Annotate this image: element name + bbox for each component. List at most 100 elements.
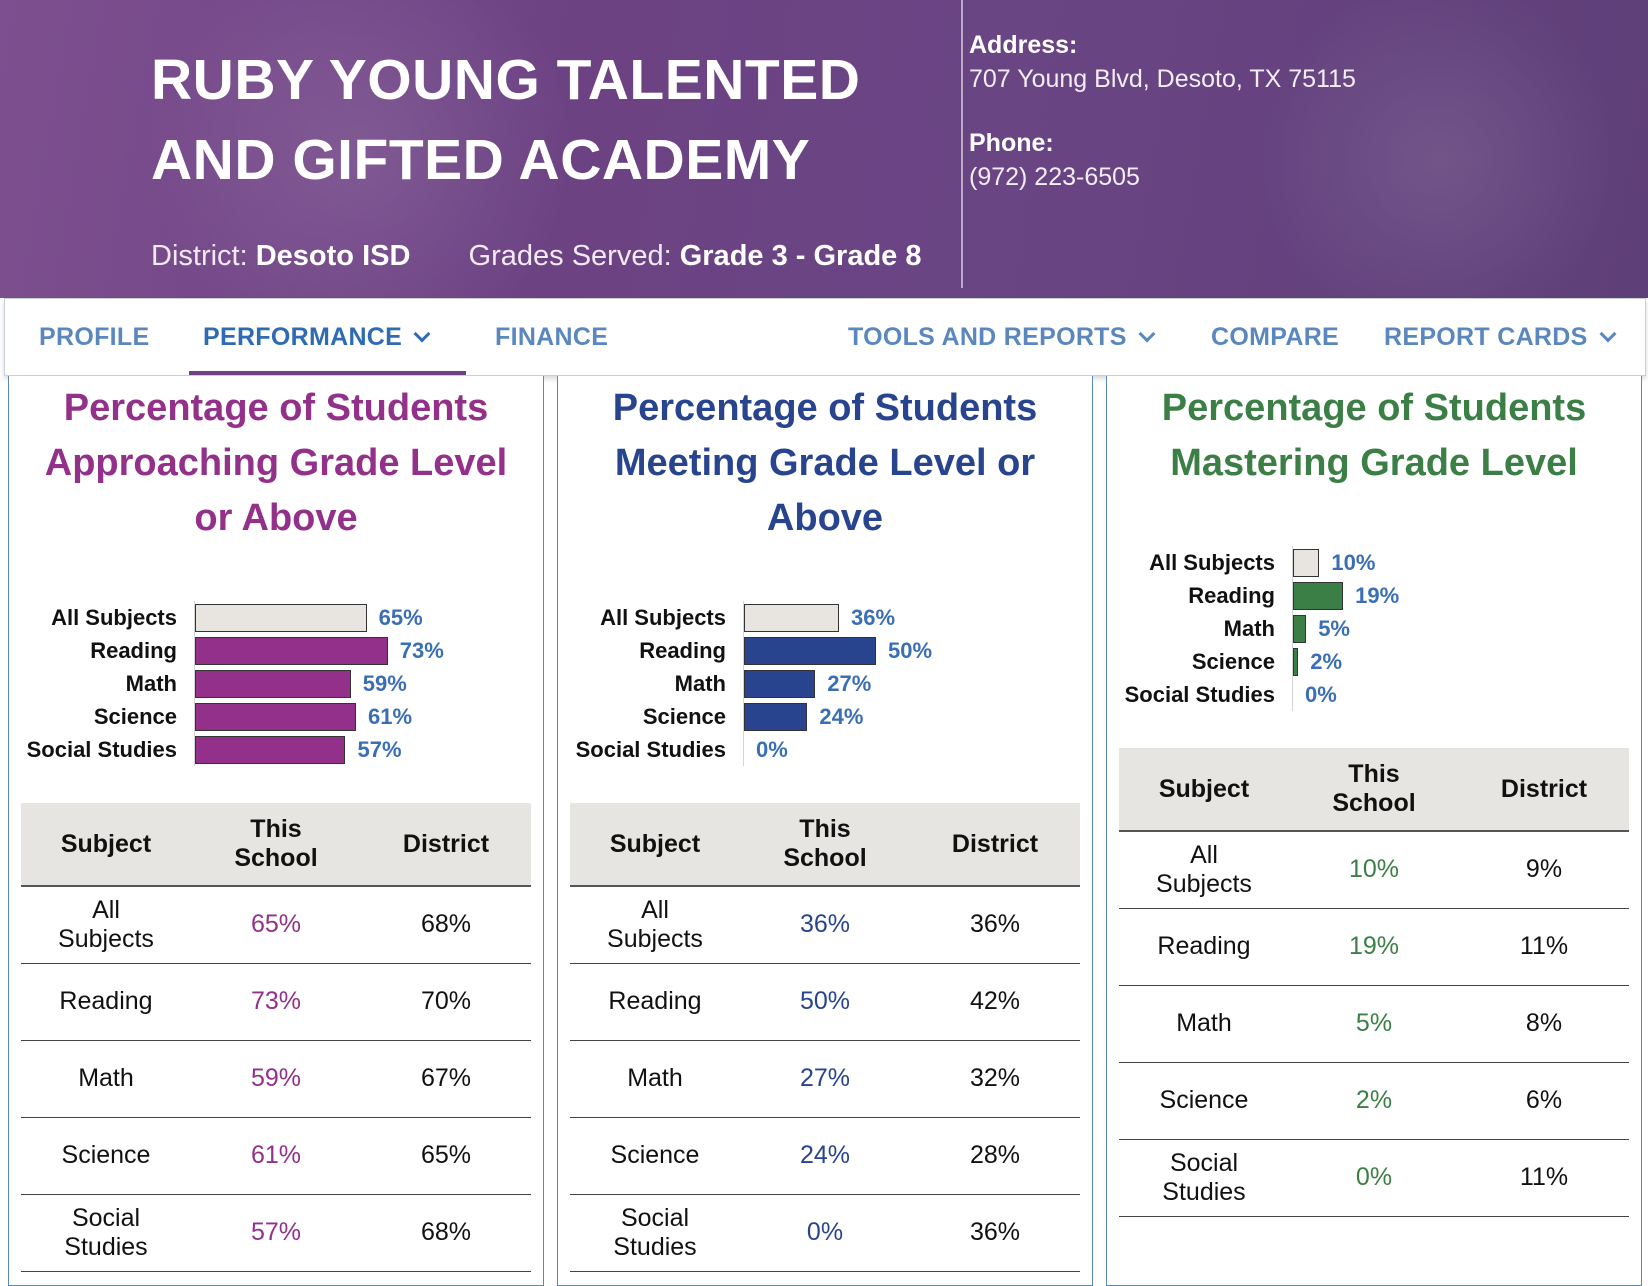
nav-report-cards-label: REPORT CARDS (1384, 323, 1588, 351)
cell-subject-line: Subjects (1156, 869, 1252, 898)
cell-subject-line: Math (1176, 1009, 1232, 1037)
table-row: Math 5% 8% (1119, 986, 1629, 1063)
cell-district: 68% (420, 910, 472, 938)
cell-subject-line: Science (61, 1141, 151, 1169)
panel-mastering: Percentage of Students Mastering Grade Le… (1106, 376, 1642, 1286)
active-tab-indicator (189, 371, 466, 375)
chart-value-label: 50% (888, 638, 933, 663)
header-background-glow (1250, 0, 1630, 298)
chart-value-label: 24% (819, 704, 864, 729)
chart-value-label: 59% (362, 671, 407, 696)
cell-district: 9% (1525, 855, 1563, 883)
cell-subject: Math (1119, 986, 1289, 1061)
panel-title-line: Percentage of Students (1161, 387, 1587, 429)
panel-title: Percentage of Students Mastering Grade Le… (1107, 381, 1641, 491)
nav-tools-and-reports[interactable]: TOOLS AND REPORTS (848, 299, 1156, 375)
column-header-subject: Subject (60, 829, 152, 858)
chart-bar (1293, 648, 1299, 676)
contact-info: Address: 707 Young Blvd, Desoto, TX 7511… (969, 28, 1356, 224)
school-name-line-2: AND GIFTED ACADEMY (151, 128, 811, 192)
chart-category-label: Math (125, 671, 177, 696)
cell-subject: Social Studies (1119, 1140, 1289, 1215)
panel-title: Percentage of Students Approaching Grade … (9, 381, 543, 546)
chart-value-label: 0% (756, 737, 788, 762)
cell-this-school: 59% (250, 1064, 302, 1092)
cell-subject-line: Studies (1162, 1177, 1246, 1206)
nav-tools-and-reports-label: TOOLS AND REPORTS (848, 323, 1127, 351)
panel-title-line: Mastering Grade Level (1170, 442, 1578, 484)
cell-district: 28% (969, 1141, 1021, 1169)
cell-subject: Science (1119, 1063, 1289, 1138)
cell-this-school: 0% (1355, 1163, 1393, 1191)
cell-subject: Science (570, 1118, 740, 1193)
cell-district: 67% (420, 1064, 472, 1092)
main-nav: PROFILE PERFORMANCE FINANCE TOOLS AND RE… (4, 298, 1646, 376)
table-row: Social Studies 57% 68% (21, 1195, 531, 1272)
table-header-row: Subject This School District (1119, 748, 1629, 832)
chart-value-label: 36% (851, 605, 896, 630)
address-label: Address: (969, 31, 1078, 59)
chart-category-label: Math (674, 671, 726, 696)
table-header-row: Subject This School District (570, 803, 1080, 887)
table-row: All Subjects 65% 68% (21, 887, 531, 964)
cell-subject-line: Subjects (607, 924, 703, 953)
cell-this-school: 65% (250, 910, 302, 938)
nav-compare[interactable]: COMPARE (1211, 299, 1339, 375)
chart-value-label: 27% (827, 671, 872, 696)
column-header-this-school: This School (1289, 748, 1459, 830)
cell-this-school: 24% (799, 1141, 851, 1169)
chart-bar (744, 637, 876, 665)
cell-subject-line: Studies (613, 1232, 697, 1261)
chart-bar (1293, 549, 1320, 577)
panel-title-line: Percentage of Students (612, 387, 1038, 429)
chart-category-label: Reading (1188, 583, 1275, 608)
cell-subject-line: Subjects (58, 924, 154, 953)
table-row: All Subjects 10% 9% (1119, 832, 1629, 909)
school-meta: District: Desoto ISD Grades Served: Grad… (151, 240, 922, 273)
cell-subject-line: Reading (608, 987, 702, 1015)
chart-bar (195, 637, 388, 665)
chart-category-label: Science (642, 704, 726, 729)
nav-finance[interactable]: FINANCE (495, 299, 608, 375)
chart-value-label: 65% (378, 605, 423, 630)
cell-this-school: 2% (1355, 1086, 1393, 1114)
nav-profile[interactable]: PROFILE (39, 299, 149, 375)
school-header: RUBY YOUNG TALENTED AND GIFTED ACADEMY D… (0, 0, 1648, 298)
chart-value-label: 10% (1331, 550, 1376, 575)
chart-value-label: 57% (357, 737, 402, 762)
table-row: Math 59% 67% (21, 1041, 531, 1118)
cell-subject: Math (21, 1041, 191, 1116)
chart-category-label: Social Studies (575, 737, 726, 762)
chart-axis (743, 601, 744, 766)
column-header-this-school-line: This (1348, 760, 1400, 788)
cell-subject: Math (570, 1041, 740, 1116)
cell-subject: Social Studies (570, 1195, 740, 1270)
table-row: Social Studies 0% 36% (570, 1195, 1080, 1272)
table-header-row: Subject This School District (21, 803, 531, 887)
nav-compare-label: COMPARE (1211, 323, 1340, 351)
cell-district: 70% (420, 987, 472, 1015)
column-header-district: District (951, 829, 1039, 858)
table-row: Science 2% 6% (1119, 1063, 1629, 1140)
chart-bar (195, 670, 351, 698)
cell-district: 32% (969, 1064, 1021, 1092)
panel-approaching: Percentage of Students Approaching Grade … (8, 376, 544, 1286)
address-value: 707 Young Blvd, Desoto, TX 75115 (969, 65, 1356, 93)
cell-district: 36% (969, 910, 1021, 938)
panel-title-line: Above (766, 497, 884, 539)
chevron-down-icon (1138, 325, 1156, 343)
cell-district: 6% (1525, 1086, 1563, 1114)
cell-subject: All Subjects (21, 887, 191, 962)
cell-district: 11% (1519, 932, 1569, 960)
nav-finance-label: FINANCE (495, 323, 609, 351)
nav-report-cards[interactable]: REPORT CARDS (1384, 299, 1617, 375)
phone-label: Phone: (969, 129, 1054, 157)
nav-profile-label: PROFILE (39, 323, 150, 351)
chart-value-label: 61% (368, 704, 413, 729)
cell-district: 36% (969, 1218, 1021, 1246)
chart-bar (744, 703, 808, 731)
cell-subject: Reading (1119, 909, 1289, 984)
table-row: Math 27% 32% (570, 1041, 1080, 1118)
nav-performance[interactable]: PERFORMANCE (203, 299, 431, 375)
cell-subject-line: Reading (59, 987, 153, 1015)
